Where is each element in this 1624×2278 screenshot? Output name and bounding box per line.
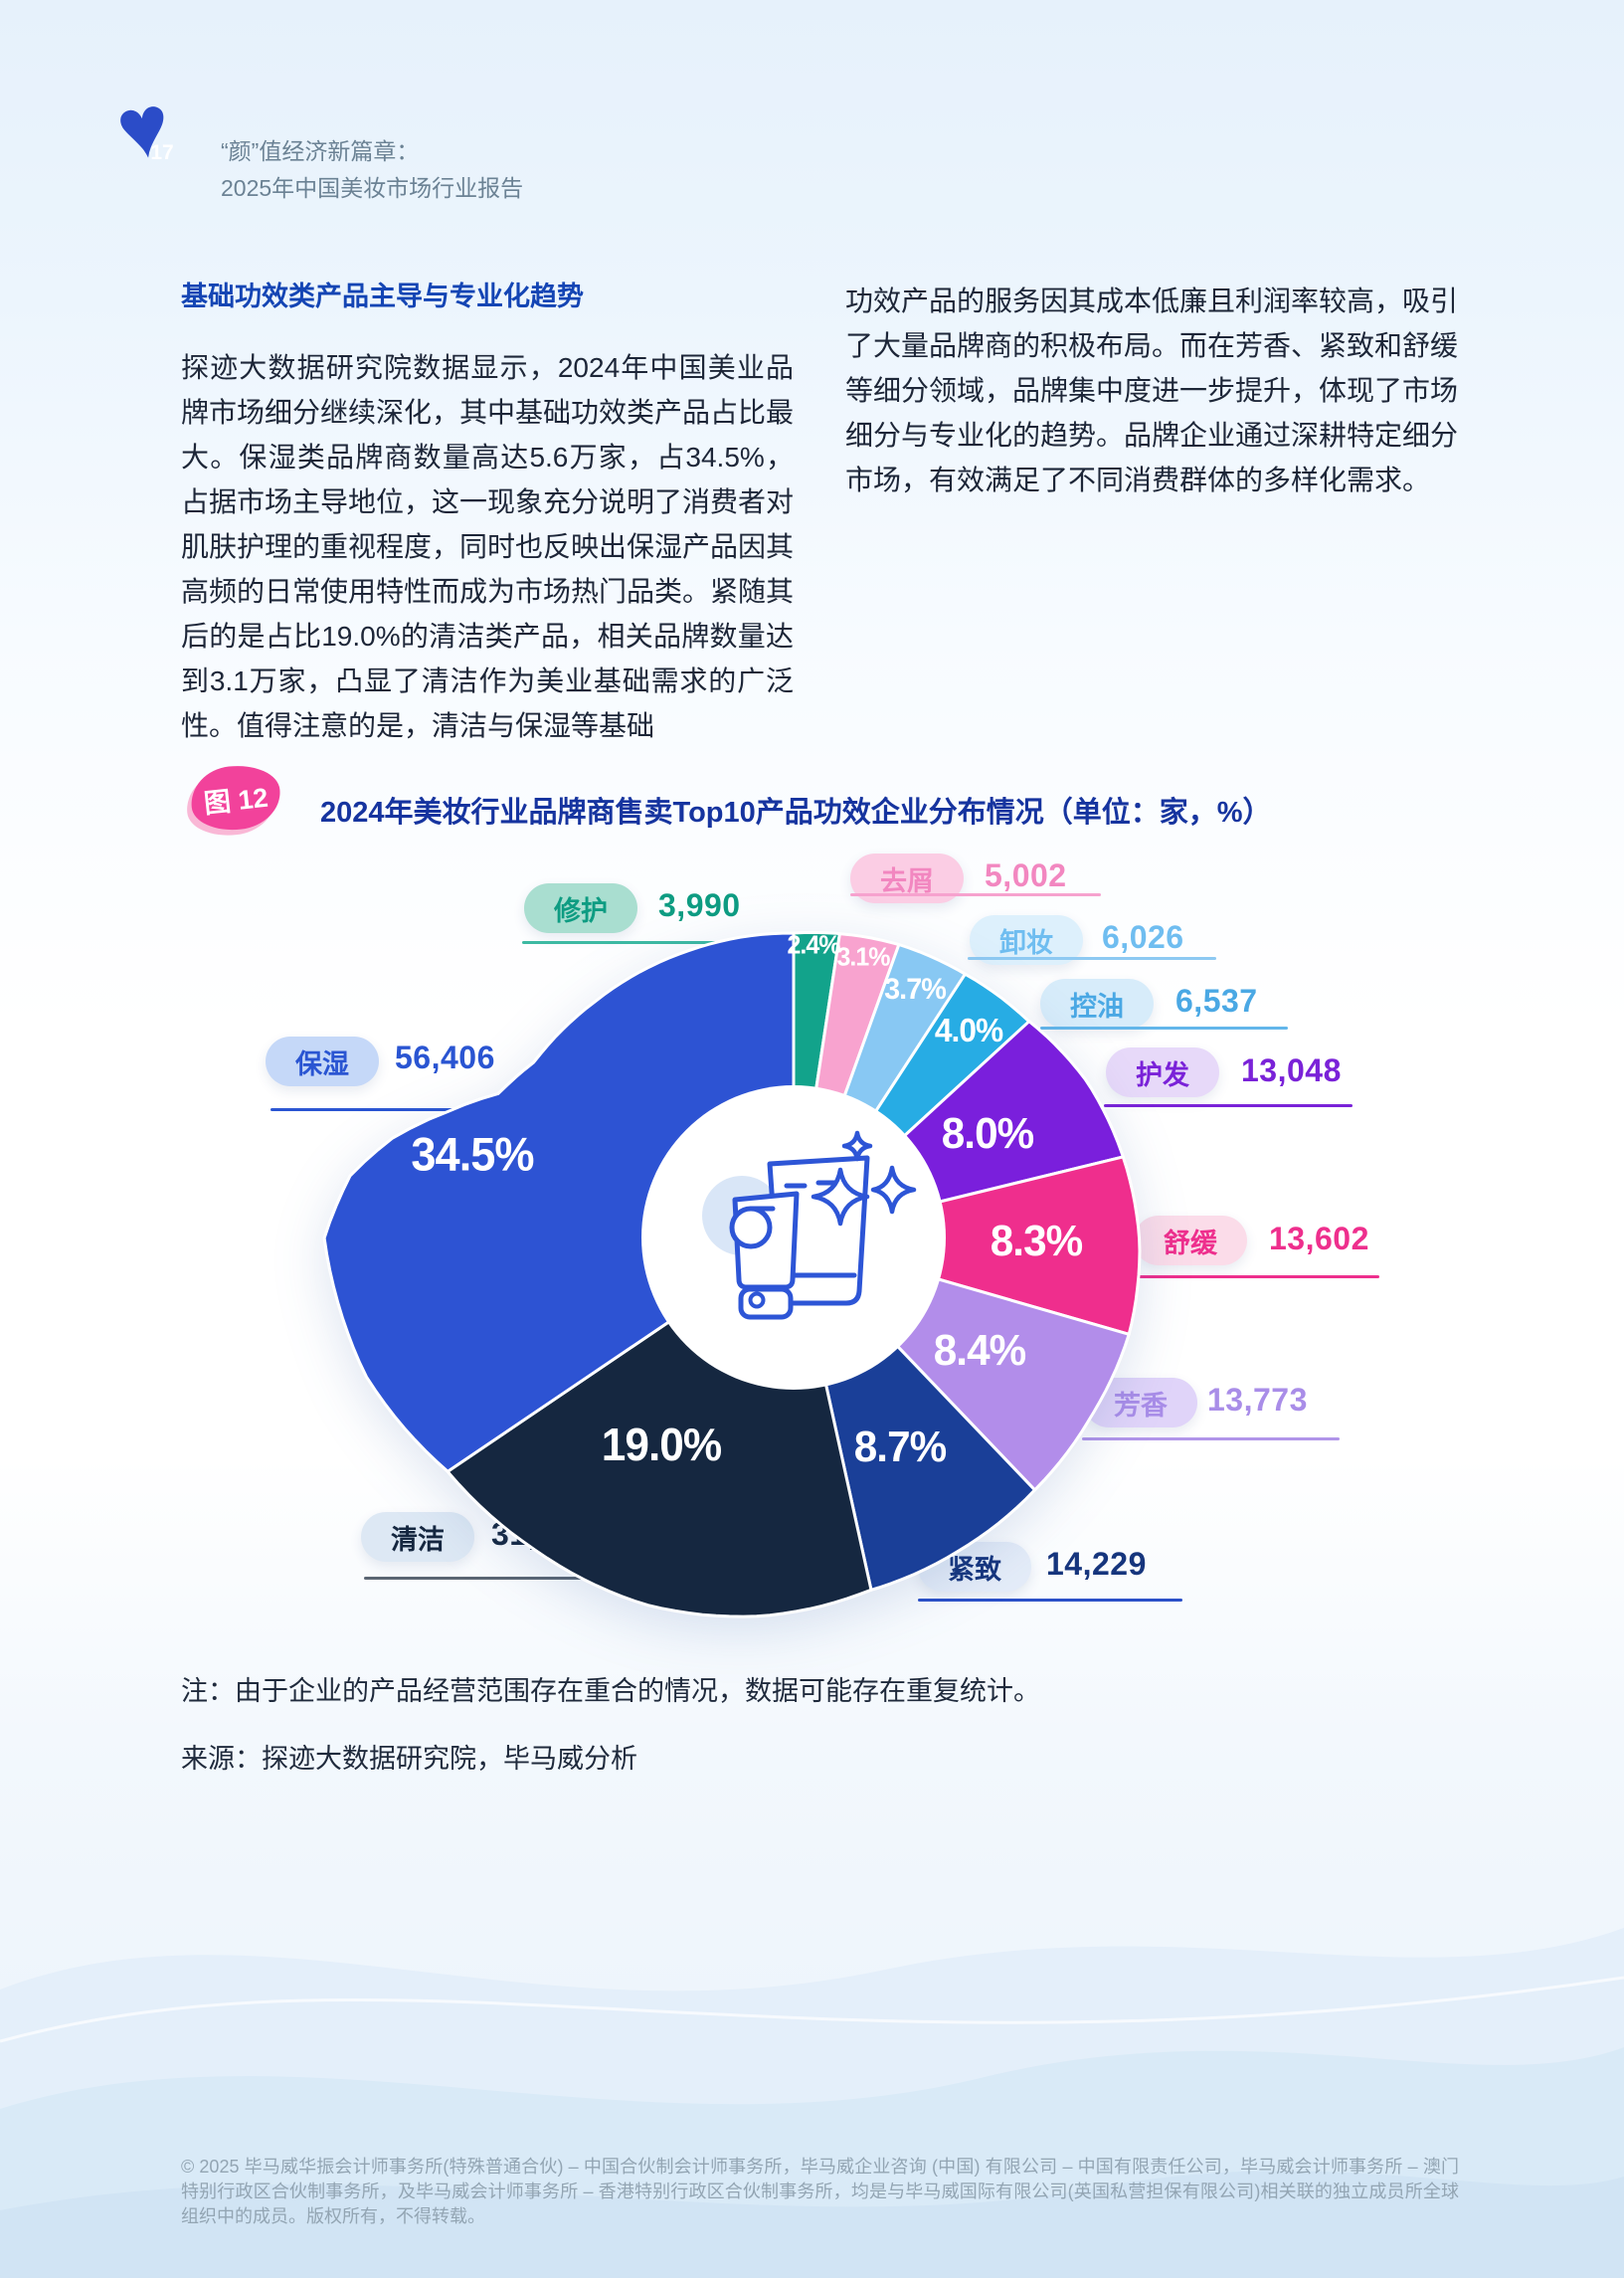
category-underline-makeup-removal [968,957,1216,960]
percent-label-oil-control: 4.0% [934,1012,1003,1048]
category-underline-hair-care [1104,1104,1353,1107]
category-pill-makeup-removal: 卸妆 [970,915,1083,965]
category-value-soothing: 13,602 [1269,1221,1369,1256]
page-number: 17 [150,141,174,164]
percent-label-cleansing: 19.0% [601,1419,722,1470]
percent-label-makeup-removal: 3.7% [884,973,947,1006]
category-value-oil-control: 6,537 [1175,983,1258,1019]
category-value-repair: 3,990 [658,887,741,923]
background-waves [0,1928,1624,2278]
category-value-firming: 14,229 [1046,1546,1147,1582]
report-title-line2: 2025年中国美妆市场行业报告 [221,175,524,201]
category-value-moisturizing: 56,406 [395,1040,495,1075]
donut-chart [322,930,1142,1618]
figure-title: 2024年美妆行业品牌商售卖Top10产品功效企业分布情况（单位：家，%） [320,797,1272,829]
chart-source: 来源：探迹大数据研究院，毕马威分析 [181,1744,637,1774]
footer-copyright: © 2025 毕马威华振会计师事务所(特殊普通合伙) – 中国合伙制会计师事务所… [181,2157,1459,2226]
sparkle-icon [811,1130,917,1227]
category-underline-fragrance [1082,1437,1340,1440]
percent-label-hair-care: 8.0% [941,1109,1034,1158]
percent-labels-layer: 2.4% 3.1% 3.7% 4.0% 8.0% 8.3% 8.4% 8.7% 19.0% 34.… [0,826,1624,1691]
category-pill-hair-care: 护发 [1106,1047,1219,1097]
donut-chart-area: 修护 3,990 去屑 5,002 卸妆 6,026 控油 6,537 护发 13,048 舒缓 13… [0,826,1624,1691]
percent-label-repair: 2.4% [787,929,840,960]
category-value-anti-dandruff: 5,002 [985,857,1067,893]
percent-label-moisturizing: 34.5% [411,1127,534,1181]
figure-badge: 图 12 [187,761,284,835]
category-underline-repair [522,941,793,944]
category-underline-firming [918,1599,1182,1602]
percent-label-anti-dandruff: 3.1% [836,941,890,972]
left-column-paragraph: 探迹大数据研究院数据显示，2024年中国美业品牌市场细分继续深化，其中基础功效类… [181,352,795,741]
category-value-makeup-removal: 6,026 [1102,919,1184,955]
category-pill-repair: 修护 [524,883,637,933]
category-pill-oil-control: 控油 [1040,979,1154,1029]
report-header: “颜”值经济新篇章： 2025年中国美妆市场行业报告 [221,133,523,207]
category-underline-oil-control [1040,1027,1288,1030]
category-value-hair-care: 13,048 [1241,1052,1342,1088]
category-value-fragrance: 13,773 [1207,1382,1308,1418]
percent-label-fragrance: 8.4% [933,1326,1026,1375]
pie-slice-moisturizing [322,931,796,1473]
report-title-line1: “颜”值经济新篇章： [221,138,420,164]
percent-label-soothing: 8.3% [990,1217,1083,1265]
category-pill-soothing: 舒缓 [1134,1216,1247,1265]
section-heading: 基础功效类产品主导与专业化趋势 [181,282,584,311]
category-underline-soothing [1132,1275,1379,1278]
pie-slice-soothing [792,1155,1142,1336]
category-pill-moisturizing: 保湿 [266,1037,379,1086]
category-underline-anti-dandruff [850,893,1101,896]
chart-center [641,1085,946,1390]
category-pill-cleansing: 清洁 [361,1512,474,1562]
category-underline-moisturizing [271,1108,499,1111]
right-column-paragraph: 功效产品的服务因其成本低廉且利润率较高，吸引了大量品牌商的积极布局。而在芳香、紧… [845,285,1459,495]
percent-label-firming: 8.7% [853,1423,947,1471]
chart-note: 注：由于企业的产品经营范围存在重合的情况，数据可能存在重复统计。 [181,1676,1040,1706]
